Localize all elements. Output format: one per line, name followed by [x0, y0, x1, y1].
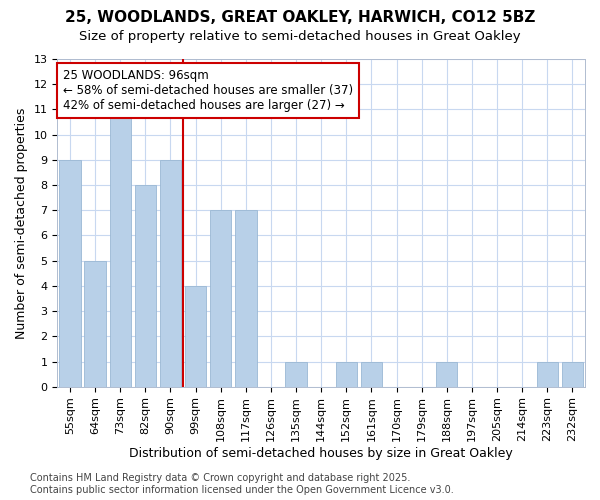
Bar	[235, 210, 257, 386]
Text: 25, WOODLANDS, GREAT OAKLEY, HARWICH, CO12 5BZ: 25, WOODLANDS, GREAT OAKLEY, HARWICH, CO…	[65, 10, 535, 25]
Bar	[134, 185, 156, 386]
Text: 25 WOODLANDS: 96sqm
← 58% of semi-detached houses are smaller (37)
42% of semi-d: 25 WOODLANDS: 96sqm ← 58% of semi-detach…	[62, 69, 353, 112]
Text: Size of property relative to semi-detached houses in Great Oakley: Size of property relative to semi-detach…	[79, 30, 521, 43]
Bar	[335, 362, 357, 386]
Bar	[562, 362, 583, 386]
X-axis label: Distribution of semi-detached houses by size in Great Oakley: Distribution of semi-detached houses by …	[130, 447, 513, 460]
Bar	[361, 362, 382, 386]
Bar	[185, 286, 206, 386]
Bar	[210, 210, 232, 386]
Bar	[536, 362, 558, 386]
Bar	[110, 110, 131, 386]
Y-axis label: Number of semi-detached properties: Number of semi-detached properties	[15, 107, 28, 338]
Text: Contains HM Land Registry data © Crown copyright and database right 2025.
Contai: Contains HM Land Registry data © Crown c…	[30, 474, 454, 495]
Bar	[160, 160, 181, 386]
Bar	[436, 362, 457, 386]
Bar	[59, 160, 80, 386]
Bar	[85, 260, 106, 386]
Bar	[286, 362, 307, 386]
